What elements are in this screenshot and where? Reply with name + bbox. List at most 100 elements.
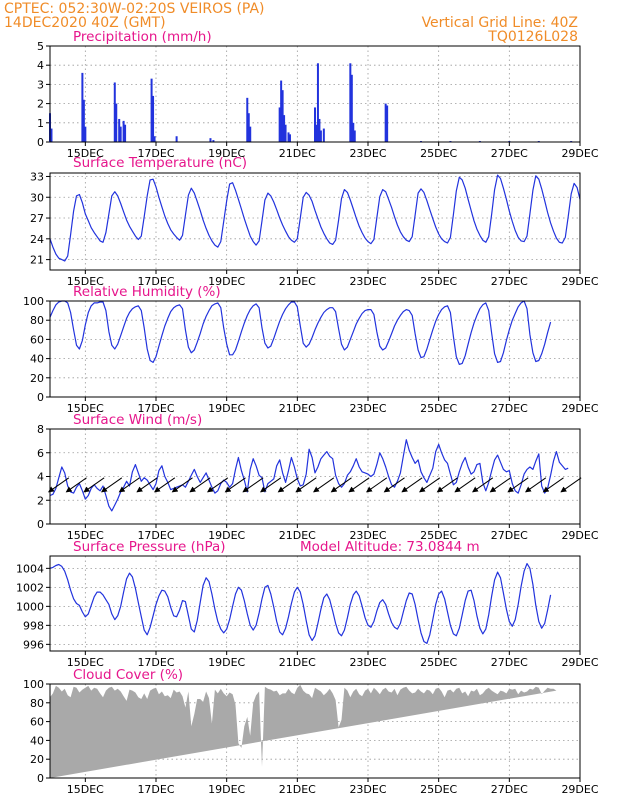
precip-bar bbox=[316, 63, 319, 142]
wind-x-tick-label: 27DEC bbox=[491, 529, 528, 542]
precip-bar bbox=[249, 126, 252, 142]
wind-arrow bbox=[101, 477, 123, 493]
cloud-area bbox=[50, 684, 557, 778]
precip-bar bbox=[350, 74, 353, 142]
wind-arrow bbox=[83, 477, 105, 493]
pres-y-tick-label: 1004 bbox=[16, 562, 44, 575]
precip-bar bbox=[212, 140, 215, 142]
precip-x-tick-label: 23DEC bbox=[349, 147, 386, 160]
cloud-frame bbox=[49, 683, 581, 779]
wind-arrow bbox=[136, 477, 158, 493]
cloud-cover-title: Cloud Cover (%) bbox=[73, 667, 183, 683]
pressure-title: Surface Pressure (hPa) bbox=[73, 539, 226, 555]
precip-bar bbox=[386, 105, 389, 142]
pres-x-tick-label: 27DEC bbox=[491, 656, 528, 669]
precip-bar bbox=[349, 63, 352, 142]
precip-y-tick-label: 1 bbox=[37, 117, 44, 130]
temp-x-tick-label: 17DEC bbox=[137, 275, 174, 288]
precip-bar bbox=[153, 136, 156, 142]
precip-bar bbox=[122, 120, 125, 142]
precip-x-tick-label: 17DEC bbox=[137, 147, 174, 160]
wind-arrow bbox=[507, 477, 529, 493]
wind-arrow bbox=[313, 477, 335, 493]
precip-bar bbox=[281, 90, 284, 142]
wind-arrow bbox=[65, 477, 87, 493]
wind-arrow bbox=[560, 477, 582, 493]
pres-x-tick-label: 29DEC bbox=[561, 656, 598, 669]
cloud-x-tick-label: 17DEC bbox=[137, 783, 174, 796]
temp-x-tick-label: 25DEC bbox=[420, 275, 457, 288]
wind-arrow bbox=[330, 477, 352, 493]
precip-bar bbox=[152, 95, 155, 142]
precip-bar bbox=[284, 124, 287, 142]
wind-x-tick-label: 15DEC bbox=[67, 529, 104, 542]
precip-y-tick-label: 2 bbox=[37, 98, 44, 111]
precip-bar bbox=[283, 115, 286, 142]
precip-bar bbox=[352, 122, 355, 142]
pres-x-tick-label: 21DEC bbox=[279, 656, 316, 669]
precip-y-tick-label: 5 bbox=[37, 40, 44, 53]
temp-frame bbox=[49, 172, 581, 271]
pres-x-tick-label: 15DEC bbox=[67, 656, 104, 669]
wind-arrow bbox=[171, 477, 193, 493]
precip-bar bbox=[209, 138, 212, 142]
precip-bar bbox=[82, 99, 85, 142]
rh-line bbox=[49, 300, 552, 365]
temp-x-tick-label: 29DEC bbox=[561, 275, 598, 288]
rh-x-tick-label: 19DEC bbox=[208, 402, 245, 415]
temperature-title: Surface Temperature (nC) bbox=[73, 155, 247, 171]
wind-y-tick-label: 0 bbox=[37, 518, 44, 531]
rh-y-tick-label: 100 bbox=[23, 295, 44, 308]
rh-y-tick-label: 20 bbox=[30, 372, 44, 385]
wind-x-tick-label: 17DEC bbox=[137, 529, 174, 542]
precip-bar bbox=[315, 124, 318, 142]
rh-x-tick-label: 27DEC bbox=[491, 402, 528, 415]
cloud-x-tick-label: 15DEC bbox=[67, 783, 104, 796]
wind-arrow bbox=[118, 477, 140, 493]
precip-x-tick-label: 15DEC bbox=[67, 147, 104, 160]
wind-x-tick-label: 21DEC bbox=[279, 529, 316, 542]
cloud-y-tick-label: 20 bbox=[30, 753, 44, 766]
temp-line bbox=[49, 174, 581, 262]
precip-bar bbox=[247, 113, 250, 142]
temp-y-tick-label: 27 bbox=[30, 212, 44, 225]
wind-arrow bbox=[525, 477, 547, 493]
cloud-cover-panel: Cloud Cover (%) 0 20 40 60 80 100 15DEC 17DEC 19… bbox=[23, 667, 599, 796]
wind-y-tick-label: 6 bbox=[37, 447, 44, 460]
pres-x-tick-label: 19DEC bbox=[208, 656, 245, 669]
pres-x-tick-label: 25DEC bbox=[420, 656, 457, 669]
wind-x-tick-label: 19DEC bbox=[208, 529, 245, 542]
precip-bar bbox=[81, 72, 84, 142]
precip-bar bbox=[287, 132, 290, 142]
wind-panel: Surface Wind (m/s) 0 2 4 6 8 15DEC 17DEC 19DEC 2… bbox=[37, 412, 599, 542]
precip-bar bbox=[322, 128, 325, 142]
precip-bar bbox=[119, 126, 122, 142]
wind-arrow bbox=[472, 477, 494, 493]
rh-y-tick-label: 0 bbox=[37, 391, 44, 404]
rh-x-tick-label: 29DEC bbox=[561, 402, 598, 415]
pres-y-tick-label: 1000 bbox=[16, 600, 44, 613]
temp-x-tick-label: 15DEC bbox=[67, 275, 104, 288]
temp-y-tick-label: 33 bbox=[30, 170, 44, 183]
precip-bar bbox=[175, 136, 178, 142]
pres-frame bbox=[49, 555, 581, 652]
wind-arrow bbox=[295, 477, 317, 493]
wind-arrow bbox=[366, 477, 388, 493]
rh-x-tick-label: 15DEC bbox=[67, 402, 104, 415]
model-altitude-label: Model Altitude: 73.0844 m bbox=[300, 539, 480, 555]
wind-arrow bbox=[207, 477, 229, 493]
precip-y-tick-label: 0 bbox=[37, 136, 44, 149]
cloud-x-tick-label: 21DEC bbox=[279, 783, 316, 796]
wind-title: Surface Wind (m/s) bbox=[73, 412, 202, 428]
precip-bar bbox=[314, 107, 316, 142]
wind-arrow bbox=[454, 477, 476, 493]
cloud-x-tick-label: 27DEC bbox=[491, 783, 528, 796]
wind-x-tick-label: 23DEC bbox=[349, 529, 386, 542]
header-date: 14DEC2020 40Z (GMT) bbox=[4, 15, 166, 31]
wind-x-tick-label: 29DEC bbox=[561, 529, 598, 542]
wind-y-tick-label: 4 bbox=[37, 471, 44, 484]
precip-bar bbox=[319, 130, 322, 142]
precip-bar bbox=[246, 97, 249, 142]
pres-y-tick-label: 996 bbox=[23, 638, 44, 651]
wind-arrow bbox=[277, 477, 299, 493]
